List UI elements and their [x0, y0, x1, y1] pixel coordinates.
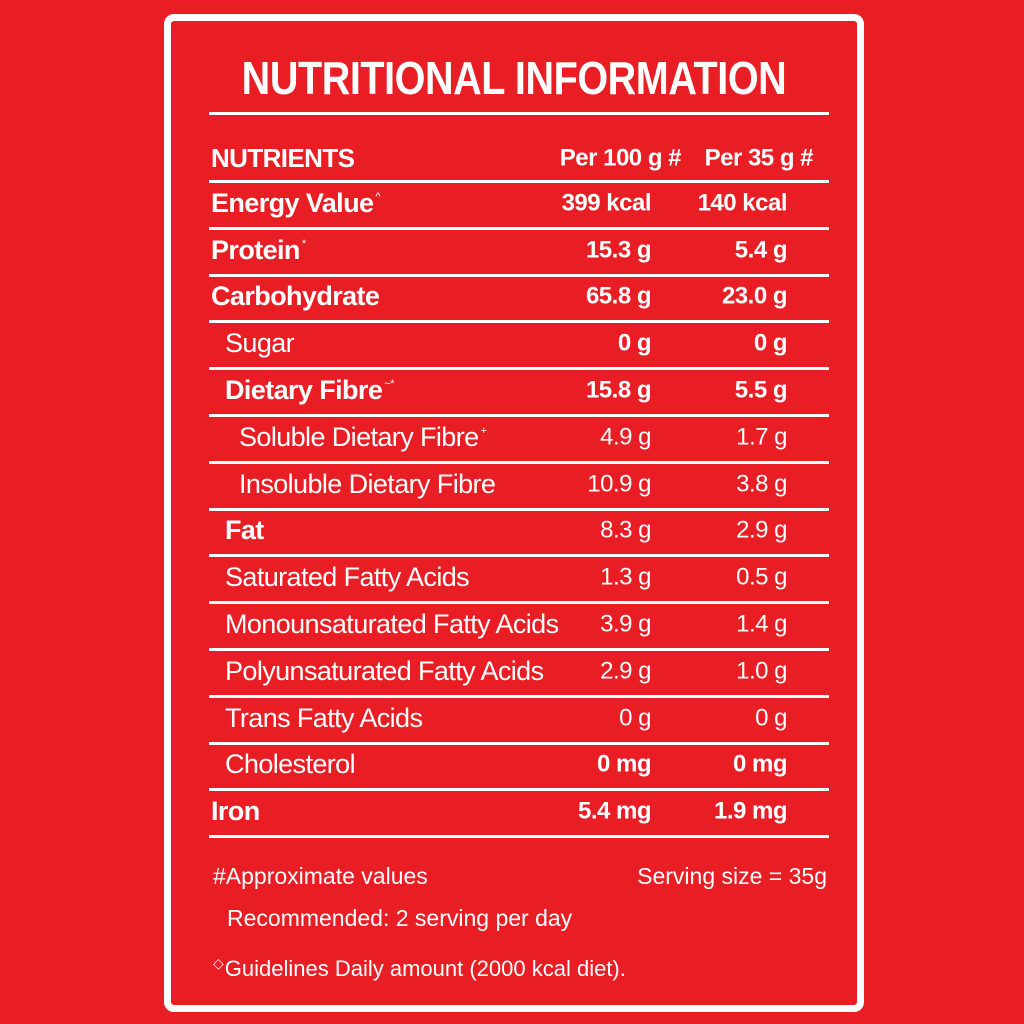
- nutrient-name: Sugar: [225, 328, 294, 359]
- value-per-100g: 10.9 g: [587, 470, 651, 498]
- table-row: Saturated Fatty Acids 1.3 g 0.5 g: [209, 557, 829, 604]
- panel-title: NUTRITIONAL INFORMATION: [219, 51, 809, 105]
- value-per-100g: 8.3 g: [600, 517, 651, 545]
- nutrient-label: Protein: [211, 235, 300, 265]
- header-per-100g: Per 100 g #: [560, 144, 681, 172]
- value-per-35g: 140 kcal: [698, 189, 787, 217]
- value-per-35g: 23.0 g: [722, 283, 787, 311]
- value-per-100g: 15.3 g: [586, 236, 651, 264]
- nutrient-name: Energy Value ^: [211, 188, 380, 219]
- table-body: Energy Value ^ 399 kcal 140 kcal Protein * 15.…: [209, 183, 829, 838]
- table-header-row: NUTRIENTS Per 100 g # Per 35 g #: [209, 139, 829, 183]
- footnote-mark: ^: [375, 191, 380, 203]
- nutrient-name: Monounsaturated Fatty Acids: [225, 609, 559, 640]
- table-row: Monounsaturated Fatty Acids 3.9 g 1.4 g: [209, 604, 829, 651]
- nutrient-name: Fat: [225, 515, 264, 546]
- nutrient-name: Soluble Dietary Fibre +: [239, 422, 486, 453]
- value-per-35g: 1.4 g: [736, 611, 787, 639]
- table-row: Dietary Fibre ~* 15.8 g 5.5 g: [209, 370, 829, 417]
- table-row: Energy Value ^ 399 kcal 140 kcal: [209, 183, 829, 230]
- nutrition-panel: NUTRITIONAL INFORMATION NUTRIENTS Per 10…: [164, 14, 864, 1012]
- table-row: Polyunsaturated Fatty Acids 2.9 g 1.0 g: [209, 651, 829, 698]
- value-per-35g: 0.5 g: [736, 564, 787, 592]
- footnote-mark: *: [302, 238, 306, 250]
- guidelines-text: Guidelines Daily amount (2000 kcal diet)…: [225, 956, 626, 981]
- nutrient-label: Saturated Fatty Acids: [225, 562, 469, 592]
- value-per-100g: 5.4 mg: [578, 798, 651, 826]
- nutrient-name: Dietary Fibre ~*: [225, 375, 394, 406]
- value-per-35g: 1.7 g: [736, 423, 787, 451]
- value-per-100g: 1.3 g: [600, 564, 651, 592]
- nutrient-label: Fat: [225, 515, 264, 545]
- nutrient-name: Saturated Fatty Acids: [225, 562, 469, 593]
- value-per-35g: 3.8 g: [736, 470, 787, 498]
- table-row: Insoluble Dietary Fibre 10.9 g 3.8 g: [209, 464, 829, 511]
- table-row: Fat 8.3 g 2.9 g: [209, 511, 829, 558]
- value-per-35g: 1.0 g: [736, 657, 787, 685]
- value-per-100g: 2.9 g: [600, 657, 651, 685]
- diamond-icon: ◇: [213, 955, 224, 971]
- nutrient-label: Dietary Fibre: [225, 375, 382, 405]
- nutrient-label: Soluble Dietary Fibre: [239, 422, 479, 452]
- nutrient-name: Iron: [211, 796, 260, 827]
- footnote-mark: ~*: [384, 378, 394, 390]
- value-per-100g: 3.9 g: [600, 611, 651, 639]
- nutrient-name: Polyunsaturated Fatty Acids: [225, 656, 543, 687]
- value-per-35g: 2.9 g: [736, 517, 787, 545]
- table-row: Iron 5.4 mg 1.9 mg: [209, 791, 829, 838]
- guidelines-note: ◇Guidelines Daily amount (2000 kcal diet…: [213, 955, 833, 982]
- table-row: Soluble Dietary Fibre +4.9 g 1.7 g: [209, 417, 829, 464]
- title-divider: [209, 112, 829, 115]
- nutrient-label: Iron: [211, 796, 260, 826]
- table-row: Sugar 0 g 0 g: [209, 323, 829, 370]
- nutrient-name: Cholesterol: [225, 749, 355, 780]
- nutrient-name: Carbohydrate: [211, 281, 379, 312]
- value-per-100g: 0 g: [618, 330, 651, 358]
- value-per-100g: 0 g: [619, 704, 651, 732]
- nutrient-name: Insoluble Dietary Fibre: [239, 469, 495, 500]
- value-per-100g: 399 kcal: [562, 189, 651, 217]
- nutrient-name: Protein *: [211, 235, 306, 266]
- approx-note: #Approximate values: [213, 863, 428, 890]
- header-nutrients: NUTRIENTS: [211, 142, 354, 173]
- serving-size-note: Serving size = 35g: [637, 863, 827, 890]
- nutrient-label: Polyunsaturated Fatty Acids: [225, 656, 543, 686]
- value-per-100g: 4.9 g: [600, 423, 651, 451]
- table-row: Protein * 15.3 g 5.4 g: [209, 230, 829, 277]
- nutrient-label: Sugar: [225, 328, 294, 358]
- nutrient-label: Monounsaturated Fatty Acids: [225, 609, 559, 639]
- value-per-35g: 1.9 mg: [714, 798, 787, 826]
- nutrient-label: Insoluble Dietary Fibre: [239, 469, 495, 499]
- recommended-note: Recommended: 2 serving per day: [227, 905, 847, 932]
- table-row: Trans Fatty Acids 0 g 0 g: [209, 698, 829, 745]
- table-row: Cholesterol 0 mg 0 mg: [209, 745, 829, 792]
- value-per-35g: 5.5 g: [735, 377, 787, 405]
- value-per-35g: 5.4 g: [735, 236, 787, 264]
- nutrient-label: Energy Value: [211, 188, 373, 218]
- value-per-100g: 0 mg: [597, 751, 651, 779]
- value-per-35g: 0 g: [754, 330, 787, 358]
- nutrition-table: NUTRIENTS Per 100 g # Per 35 g # Energy …: [209, 139, 829, 838]
- value-per-35g: 0 g: [755, 704, 787, 732]
- table-row: Carbohydrate 65.8 g 23.0 g: [209, 277, 829, 324]
- header-per-35g: Per 35 g #: [705, 144, 813, 172]
- nutrient-label: Cholesterol: [225, 749, 355, 779]
- nutrient-name: Trans Fatty Acids: [225, 703, 422, 734]
- value-per-35g: 0 mg: [733, 751, 787, 779]
- value-per-100g: 15.8 g: [586, 377, 651, 405]
- nutrient-label: Trans Fatty Acids: [225, 703, 422, 733]
- value-per-100g: 65.8 g: [586, 283, 651, 311]
- footnote-mark: +: [481, 425, 487, 437]
- nutrient-label: Carbohydrate: [211, 281, 379, 311]
